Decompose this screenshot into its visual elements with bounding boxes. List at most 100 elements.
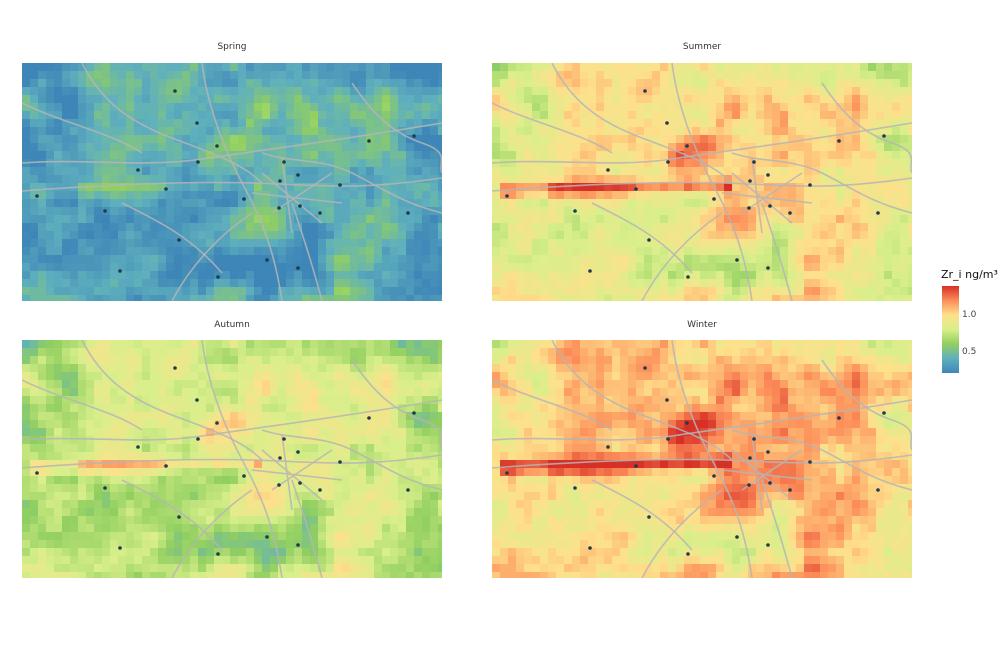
heat-cell [206,436,214,444]
heat-cell [238,468,246,476]
heat-cell [868,95,876,103]
heat-cell [334,79,342,87]
heat-cell [222,231,230,239]
heat-cell [636,207,644,215]
heat-cell [150,223,158,231]
heat-cell [724,231,732,239]
heat-cell [612,215,620,223]
heat-cell [214,295,222,301]
heat-cell [430,287,438,295]
heat-cell [166,183,174,191]
heat-cell [142,255,150,263]
heat-cell [748,287,756,295]
heat-cell [102,199,110,207]
heat-cell [844,151,852,159]
heat-cell [86,548,94,556]
heat-cell [142,111,150,119]
heat-cell [636,263,644,271]
heat-cell [318,87,326,95]
heat-cell [254,364,262,372]
heat-cell [414,279,422,287]
heat-cell [740,295,748,301]
heat-cell [230,372,238,380]
heat-cell [126,452,134,460]
heat-cell [796,271,804,279]
heat-cell [94,380,102,388]
heat-cell [900,255,908,263]
heat-cell [222,295,230,301]
heat-cell [110,524,118,532]
heat-cell [430,396,438,404]
heat-cell [262,572,270,578]
heat-cell [876,215,884,223]
heat-cell [366,348,374,356]
heat-cell [270,436,278,444]
heat-cell [596,215,604,223]
heat-cell [198,135,206,143]
heat-cell [628,127,636,135]
heat-cell [414,372,422,380]
heat-cell [22,468,30,476]
heat-cell [908,191,912,199]
heat-cell [532,63,540,71]
heat-cell [508,95,516,103]
heat-cell [430,295,438,301]
heat-cell [102,279,110,287]
heat-cell [414,468,422,476]
heat-cell [844,215,852,223]
heat-cell [214,263,222,271]
heat-cell [342,207,350,215]
heat-cell [214,279,222,287]
heat-cell [422,476,430,484]
heat-cell [588,183,596,191]
heat-cell [700,215,708,223]
heat-cell [310,167,318,175]
heat-cell [804,175,812,183]
heat-cell [126,396,134,404]
station-point [748,179,752,183]
heat-cell [860,103,868,111]
heat-cell [110,271,118,279]
heat-cell [500,279,508,287]
heat-cell [350,127,358,135]
heat-cell [414,199,422,207]
heat-cell [174,183,182,191]
heat-cell [46,468,54,476]
heat-cell [214,500,222,508]
heat-cell [676,135,684,143]
heat-cell [660,167,668,175]
heat-cell [238,63,246,71]
heat-cell [374,572,382,578]
heat-cell [588,348,596,356]
heat-cell [516,340,524,348]
heat-cell [852,247,860,255]
heat-cell [406,388,414,396]
heat-cell [438,263,442,271]
heat-cell [62,476,70,484]
heat-cell [190,135,198,143]
heat-cell [780,135,788,143]
heat-cell [102,540,110,548]
heat-cell [382,247,390,255]
heat-cell [772,255,780,263]
heat-cell [246,468,254,476]
heat-cell [828,87,836,95]
heat-cell [30,564,38,572]
heat-cell [342,388,350,396]
heat-cell [366,364,374,372]
heat-cell [860,239,868,247]
heat-cell [326,215,334,223]
heat-cell [724,215,732,223]
heat-cell [780,287,788,295]
heat-cell [54,548,62,556]
heat-cell [342,79,350,87]
heat-cell [540,95,548,103]
heat-cell [286,508,294,516]
heat-cell [430,364,438,372]
heat-cell [532,287,540,295]
heat-cell [524,271,532,279]
heat-cell [238,340,246,348]
heat-cell [254,135,262,143]
heat-cell [908,111,912,119]
heat-cell [406,143,414,151]
